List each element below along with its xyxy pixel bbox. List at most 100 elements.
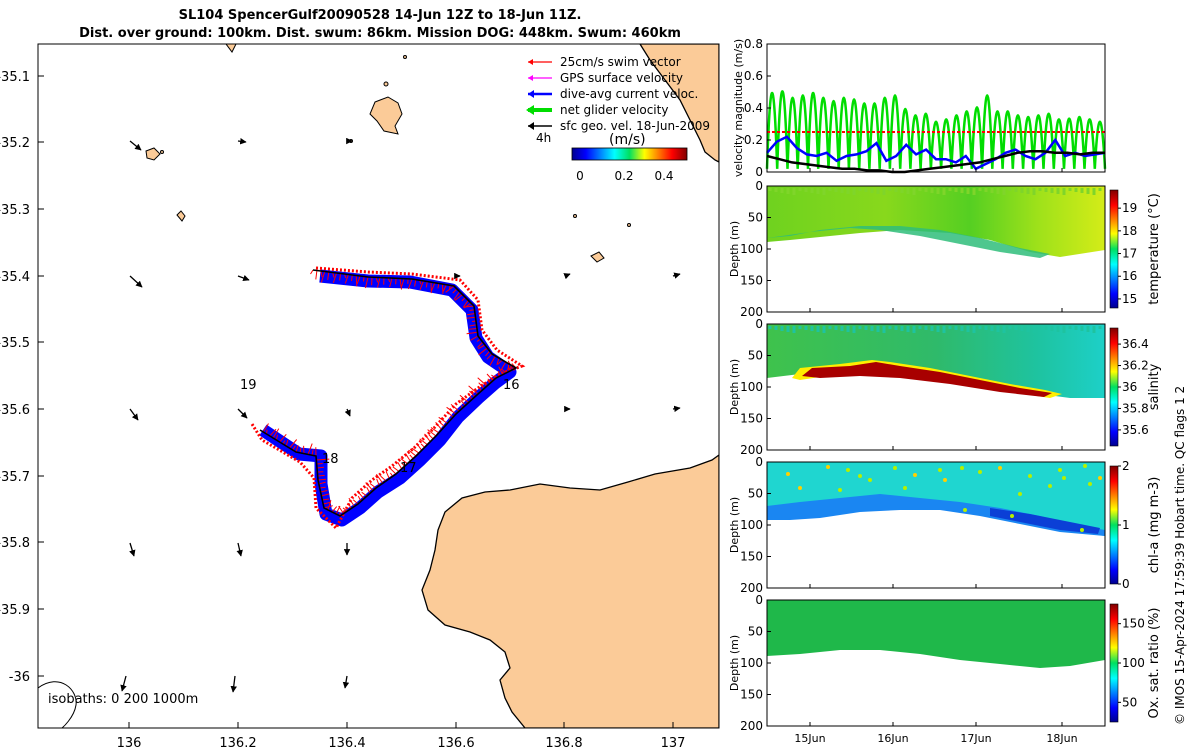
depth-tick-label: 100 bbox=[740, 656, 763, 670]
salinity-panel bbox=[766, 323, 1106, 451]
chlorophyll-point bbox=[858, 474, 862, 478]
section-depth-ticks: 0501001502000501001502000501001502000501… bbox=[740, 179, 771, 733]
colorbar-tick: 0.2 bbox=[614, 169, 633, 183]
depth-tick-label: 50 bbox=[748, 211, 763, 225]
dive-avg-current-band bbox=[259, 269, 517, 527]
depth-tick-label: 0 bbox=[755, 179, 763, 193]
chlorophyll-colorbar bbox=[1109, 465, 1119, 585]
cb-tick-label: 19 bbox=[1122, 201, 1137, 215]
oxygen-colorbar bbox=[1109, 603, 1119, 723]
cb-tick-label: 0 bbox=[1122, 577, 1130, 591]
temperature-deep-layer bbox=[767, 226, 1050, 258]
speed-colorbar bbox=[571, 147, 688, 161]
chlorophyll-point bbox=[893, 466, 897, 470]
oxygen-panel bbox=[766, 599, 1106, 727]
velocity-panel: 0 0.2 0.4 0.6 0.8 velocity magnitude (m/s) bbox=[732, 37, 1107, 179]
glider-track bbox=[250, 266, 526, 531]
geo-velocity-arrow bbox=[672, 405, 681, 413]
profile-fringe bbox=[768, 188, 1102, 195]
salinity-high-core bbox=[802, 362, 1052, 397]
geo-velocity-arrow bbox=[230, 675, 237, 693]
lat-tick-label: -35.8 bbox=[0, 536, 30, 551]
island-small bbox=[225, 44, 237, 53]
geo-velocity-arrow bbox=[672, 272, 681, 279]
depth-tick-label: 100 bbox=[740, 518, 763, 532]
lat-tick-label: -35.1 bbox=[0, 70, 30, 85]
svg-text:GPS surface velocity: GPS surface velocity bbox=[560, 71, 683, 85]
salinity-colorbar bbox=[1109, 327, 1119, 447]
chlorophyll-point bbox=[786, 472, 790, 476]
coastline-east bbox=[421, 454, 719, 728]
lat-tick-label: -35.2 bbox=[0, 136, 30, 151]
lon-tick-label: 136.8 bbox=[545, 736, 582, 750]
chlorophyll-point bbox=[1058, 468, 1062, 472]
cb-tick-label: 36 bbox=[1122, 380, 1137, 394]
depth-tick-label: 50 bbox=[748, 487, 763, 501]
chlorophyll-point bbox=[826, 465, 830, 469]
velocity-y-ticks: 0 0.2 0.4 0.6 0.8 bbox=[744, 37, 771, 179]
depth-tick-label: 50 bbox=[748, 625, 763, 639]
net-track-line bbox=[259, 269, 518, 517]
lon-tick-label: 137 bbox=[661, 736, 686, 750]
chlorophyll-point bbox=[1010, 514, 1014, 518]
chlorophyll-point bbox=[938, 468, 942, 472]
chlorophyll-point bbox=[998, 466, 1002, 470]
swim-vectors bbox=[262, 269, 517, 517]
depth-tick-label: 200 bbox=[740, 305, 763, 319]
island-large bbox=[369, 96, 403, 135]
swim-vector-fringe bbox=[250, 266, 526, 531]
chlorophyll-point bbox=[960, 466, 964, 470]
chlorophyll-deep-patch bbox=[990, 508, 1100, 534]
figure-title-line1: SL104 SpencerGulf20090528 14-Jun 12Z to … bbox=[178, 8, 582, 23]
land-layer bbox=[38, 44, 719, 728]
cb-tick-label: 35.8 bbox=[1122, 401, 1149, 415]
geo-velocity-arrow bbox=[129, 542, 136, 557]
depth-ylabel: Depth (m) bbox=[728, 497, 741, 553]
svg-text:sfc geo. vel. 18-Jun-2009: sfc geo. vel. 18-Jun-2009 bbox=[560, 119, 710, 133]
velocity-ylabel: velocity magnitude (m/s) bbox=[732, 39, 745, 177]
cb-tick-label: 50 bbox=[1122, 695, 1137, 709]
depth-tick-label: 200 bbox=[740, 581, 763, 595]
cb-tick-label: 2 bbox=[1122, 459, 1130, 473]
map-axis-ticks: 136 136.2 136.4 136.6 136.8 137 -35.1 -35.2 -35.… bbox=[0, 70, 685, 750]
island-small bbox=[176, 210, 186, 222]
cb-tick-label: 16 bbox=[1122, 269, 1137, 283]
isobath-contour bbox=[38, 681, 77, 728]
chlorophyll-point bbox=[1083, 464, 1087, 468]
lat-tick-label: -36 bbox=[9, 670, 30, 685]
depth-tick-label: 0 bbox=[755, 593, 763, 607]
legend-entry: sfc geo. vel. 18-Jun-2009 bbox=[528, 119, 710, 133]
oxygen-cb-label: Ox. sat. ratio (%) bbox=[1147, 608, 1162, 719]
lon-tick-label: 136.2 bbox=[219, 736, 256, 750]
geo-velocity-arrow bbox=[236, 542, 243, 557]
temperature-cb-label: temperature (°C) bbox=[1147, 193, 1162, 305]
geostrophic-arrows bbox=[120, 137, 681, 693]
velocity-tick-label: 0.4 bbox=[744, 101, 763, 115]
salinity-cb-label: salinity bbox=[1147, 363, 1162, 410]
chlorophyll-point bbox=[798, 486, 802, 490]
velocity-tick-label: 0.6 bbox=[744, 69, 763, 83]
credit-text: © IMOS 15-Apr-2024 17:59:39 Hobart time.… bbox=[1173, 386, 1187, 725]
velocity-series bbox=[765, 90, 1107, 174]
velocity-tick-label: 0 bbox=[755, 165, 763, 179]
chlorophyll-point bbox=[978, 470, 982, 474]
geo-velocity-arrow bbox=[344, 408, 351, 417]
lon-tick-label: 136 bbox=[117, 736, 142, 750]
geo-velocity-arrow bbox=[120, 675, 127, 692]
map-legend: 25cm/s swim vector GPS surface velocity … bbox=[526, 55, 710, 183]
chlorophyll-point bbox=[903, 486, 907, 490]
cb-tick-label: 100 bbox=[1122, 656, 1145, 670]
lon-tick-label: 136.6 bbox=[437, 736, 474, 750]
cb-tick-label: 150 bbox=[1122, 617, 1145, 631]
chlorophyll-point bbox=[868, 478, 872, 482]
colorbar-tick: 0 bbox=[576, 169, 584, 183]
time-axis: 15Jun 16Jun 17Jun 18Jun bbox=[794, 168, 1078, 745]
chlorophyll-point bbox=[1088, 482, 1092, 486]
oxygen-field bbox=[767, 600, 1105, 668]
depth-tick-label: 200 bbox=[740, 443, 763, 457]
depth-tick-label: 150 bbox=[740, 274, 763, 288]
chlorophyll-point bbox=[1048, 484, 1052, 488]
cb-tick-label: 1 bbox=[1122, 518, 1130, 532]
island-small bbox=[590, 251, 605, 263]
